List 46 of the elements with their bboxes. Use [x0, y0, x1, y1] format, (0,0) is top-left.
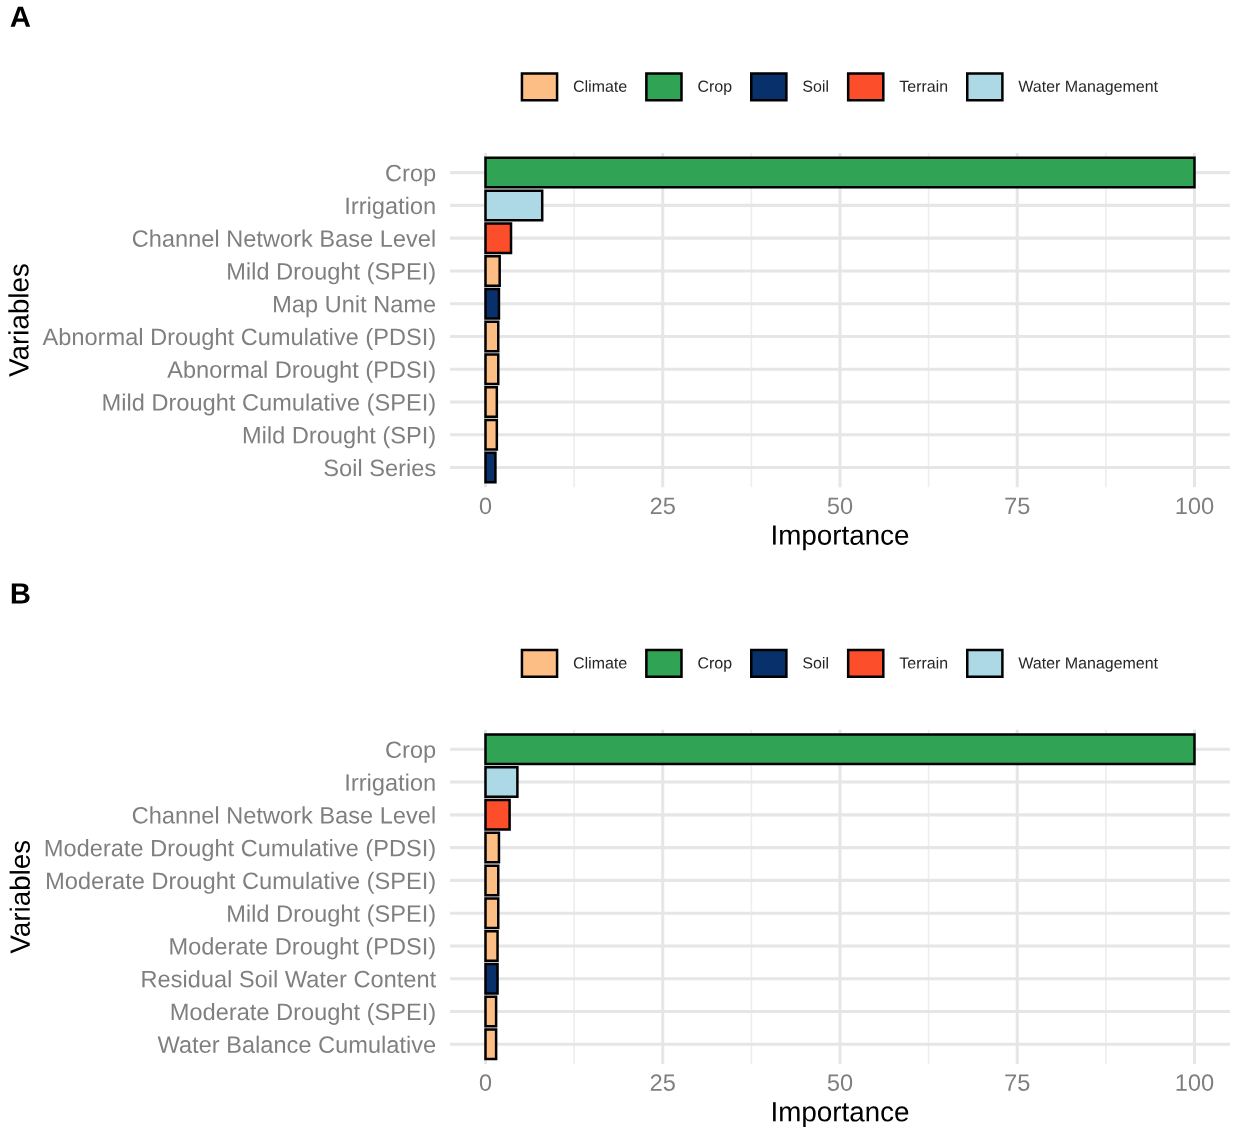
x-tick-label: 0 [479, 1074, 492, 1091]
x-tick-label: 100 [1176, 1074, 1214, 1091]
legend-label: Soil [803, 656, 828, 669]
y-tick-label: Moderate Drought Cumulative (PDSI) [45, 839, 435, 862]
text: B [11, 583, 30, 604]
legend-label: Terrain [899, 80, 948, 92]
y-tick-label: Mild Drought (SPEI) [228, 904, 435, 927]
y-tick-label: Irrigation [346, 196, 435, 219]
x-tick-label: 25 [650, 497, 675, 515]
y-tick-label: Channel Network Base Level [132, 229, 435, 247]
legend-label: Terrain [899, 656, 948, 669]
y-tick-label: Map Unit Name [274, 295, 436, 318]
x-tick-label: 75 [1005, 497, 1030, 515]
x-axis-title: Importance [773, 1102, 909, 1128]
legend-label: Crop [698, 657, 732, 672]
legend-label: Climate [573, 80, 627, 92]
x-axis-title: Importance [773, 525, 909, 551]
y-tick-label: Channel Network Base Level [132, 806, 435, 824]
x-tick-label: 50 [827, 497, 853, 515]
y-tick-label: Moderate Drought (SPEI) [171, 1002, 435, 1025]
y-tick-label: Crop [386, 164, 436, 187]
y-tick-label: Soil Series [324, 458, 436, 477]
x-tick-label: 25 [650, 1074, 675, 1091]
legend-label: Climate [573, 656, 627, 669]
legend-label: Crop [698, 80, 732, 96]
text: A [10, 6, 31, 27]
y-tick-label: Mild Drought (SPEI) [228, 262, 435, 285]
x-tick-label: 0 [479, 497, 492, 515]
y-tick-label: Abnormal Drought Cumulative (PDSI) [42, 327, 435, 350]
y-tick-label: Moderate Drought (PDSI) [170, 937, 435, 960]
y-tick-label: Mild Drought Cumulative (SPEI) [103, 393, 435, 416]
legend-label: Water Management [1018, 80, 1158, 96]
y-tick-label: Moderate Drought Cumulative (SPEI) [47, 871, 435, 894]
y-axis-title: Variables [9, 840, 30, 954]
x-tick-label: 50 [827, 1074, 853, 1091]
y-tick-label: Crop [386, 741, 436, 763]
x-tick-label: 100 [1176, 497, 1214, 515]
y-axis-title: Variables [8, 264, 29, 377]
x-tick-label: 75 [1005, 1074, 1030, 1091]
y-tick-label: Abnormal Drought (PDSI) [167, 360, 435, 383]
legend-label: Water Management [1018, 657, 1158, 672]
y-tick-label: Irrigation [346, 773, 435, 796]
y-tick-label: Mild Drought (SPI) [243, 426, 435, 449]
legend-label: Soil [803, 80, 828, 92]
y-tick-label: Water Balance Cumulative [157, 1035, 436, 1054]
y-tick-label: Residual Soil Water Content [142, 970, 436, 988]
